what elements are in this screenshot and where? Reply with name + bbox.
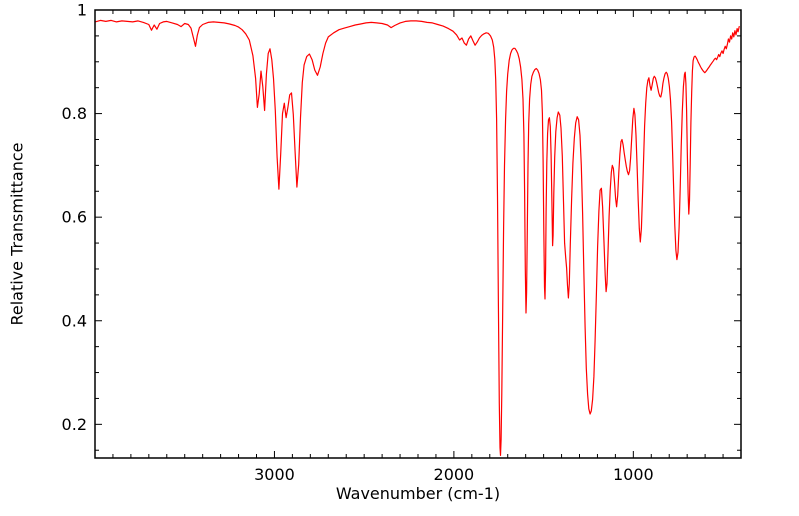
y-tick-label: 1	[77, 1, 87, 20]
y-tick-label: 0.8	[62, 104, 87, 123]
x-axis-title: Wavenumber (cm-1)	[335, 484, 501, 503]
y-tick-label: 0.2	[62, 415, 87, 434]
plot-border	[94, 9, 742, 459]
x-tick-label: 2000	[434, 465, 475, 484]
y-tick-label: 0.6	[62, 208, 87, 227]
y-tick-label: 0.4	[62, 311, 87, 330]
x-tick-label: 3000	[254, 465, 295, 484]
y-axis-title: Relative Transmittance	[7, 142, 27, 326]
x-tick-label: 1000	[613, 465, 654, 484]
spectrum-line	[94, 19, 740, 456]
